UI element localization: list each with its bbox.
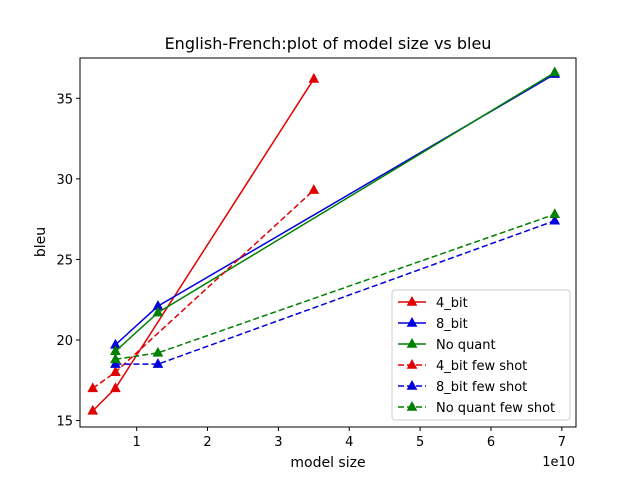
x-tick-label: 6 <box>487 435 495 450</box>
series-line <box>115 213 555 361</box>
legend-label: 4_bit <box>436 296 468 311</box>
series-layer <box>87 66 561 415</box>
data-point <box>87 382 99 393</box>
data-point <box>152 346 164 357</box>
legend-item: 4_bit <box>398 295 468 311</box>
legend-label: 8_bit <box>436 317 468 332</box>
x-tick-label: 5 <box>416 435 424 450</box>
data-point <box>110 382 121 393</box>
axis-ticks: 1 2 3 4 5 6 7 15 20 25 30 35 <box>56 92 566 450</box>
data-point <box>549 66 561 77</box>
y-tick-label: 25 <box>56 253 73 268</box>
y-axis-label: bleu <box>33 227 49 257</box>
data-point <box>308 72 320 83</box>
data-point <box>110 366 121 376</box>
plot-area <box>79 57 577 428</box>
legend-marker <box>406 400 418 411</box>
y-tick-label: 30 <box>56 173 73 188</box>
legend-label: No quant few shot <box>436 401 555 416</box>
x-tick-label: 4 <box>345 435 353 450</box>
series-line <box>115 220 555 365</box>
legend-marker <box>406 337 418 348</box>
series-4_bit <box>87 72 320 415</box>
series-line <box>92 189 315 389</box>
data-point <box>110 358 121 368</box>
data-point <box>549 214 561 225</box>
series-no-quant-few-shot <box>110 208 561 364</box>
data-point <box>87 404 99 415</box>
legend-label: No quant <box>436 338 496 353</box>
y-tick-label: 35 <box>56 92 73 107</box>
x-axis-label: model size <box>290 455 365 471</box>
legend-item: No quant few shot <box>398 400 555 416</box>
legend-marker <box>406 316 418 327</box>
legend-label: 8_bit few shot <box>436 380 527 395</box>
legend-item: 8_bit <box>398 316 468 332</box>
x-tick-label: 7 <box>558 435 566 450</box>
legend-item: 8_bit few shot <box>398 379 527 395</box>
legend: 4_bit 8_bit No quant 4_bit few shot 8_bit fe… <box>391 289 571 421</box>
legend-marker <box>406 379 418 390</box>
legend-item: 4_bit few shot <box>398 358 527 374</box>
legend-label: 4_bit few shot <box>436 359 527 374</box>
legend-box <box>391 289 571 421</box>
x-axis-multiplier: 1e10 <box>542 455 575 470</box>
data-point <box>110 353 121 364</box>
data-point <box>549 208 561 219</box>
series-line <box>92 78 315 412</box>
series-8_bit-few-shot <box>110 214 561 368</box>
legend-marker <box>406 295 418 306</box>
chart-title: English-French:plot of model size vs ble… <box>165 34 492 53</box>
legend-item: No quant <box>398 337 496 353</box>
legend-marker <box>406 358 418 369</box>
data-point <box>152 358 164 368</box>
y-tick-label: 20 <box>56 334 73 349</box>
y-tick-label: 15 <box>56 415 73 430</box>
x-tick-label: 1 <box>133 435 141 450</box>
x-tick-label: 3 <box>274 435 282 450</box>
data-point <box>308 184 320 194</box>
series-no-quant <box>110 66 561 356</box>
data-point <box>152 306 164 317</box>
series-4_bit-few-shot <box>87 184 320 393</box>
x-tick-label: 2 <box>203 435 211 450</box>
